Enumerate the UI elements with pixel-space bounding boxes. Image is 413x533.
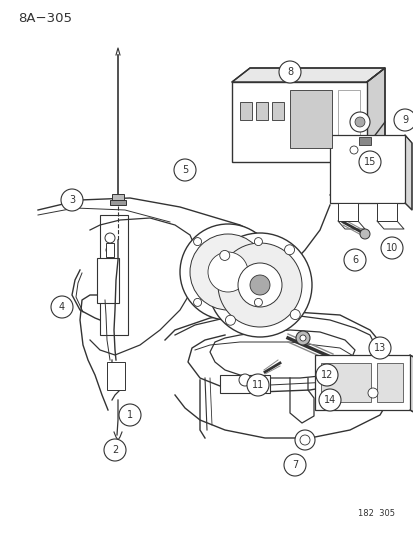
Bar	[110, 200, 126, 205]
Circle shape	[299, 335, 305, 341]
Text: 5: 5	[181, 165, 188, 175]
Text: 13: 13	[373, 343, 385, 353]
Circle shape	[238, 374, 250, 386]
Circle shape	[61, 189, 83, 211]
Bar	[376, 203, 396, 221]
Bar	[231, 82, 366, 162]
Text: 6: 6	[351, 255, 357, 265]
Text: 8: 8	[286, 67, 292, 77]
Circle shape	[254, 238, 262, 246]
Text: 8A−305: 8A−305	[18, 12, 72, 25]
Bar	[358, 137, 370, 145]
Text: 11: 11	[251, 380, 263, 390]
Bar	[320, 363, 370, 402]
Circle shape	[343, 249, 365, 271]
Circle shape	[299, 435, 309, 445]
Circle shape	[225, 315, 235, 325]
Circle shape	[219, 251, 229, 261]
Circle shape	[237, 263, 281, 307]
Circle shape	[105, 233, 115, 243]
Bar	[97, 258, 119, 303]
Bar	[314, 355, 409, 410]
Bar	[271, 102, 283, 120]
Bar	[255, 102, 267, 120]
Polygon shape	[366, 68, 384, 162]
Text: 7: 7	[291, 460, 297, 470]
Text: 1: 1	[127, 410, 133, 420]
Polygon shape	[231, 68, 384, 82]
Bar	[240, 102, 252, 120]
Circle shape	[119, 404, 141, 426]
Circle shape	[193, 298, 201, 306]
Bar	[376, 363, 402, 402]
Bar	[337, 90, 359, 150]
Circle shape	[315, 364, 337, 386]
Circle shape	[295, 331, 309, 345]
Circle shape	[368, 337, 390, 359]
Text: 14: 14	[323, 395, 335, 405]
Circle shape	[106, 246, 114, 254]
Circle shape	[247, 374, 268, 396]
Bar	[100, 215, 128, 335]
Bar	[107, 362, 125, 390]
Circle shape	[294, 430, 314, 450]
Circle shape	[193, 238, 201, 246]
Circle shape	[359, 229, 369, 239]
Circle shape	[207, 252, 247, 292]
Circle shape	[180, 224, 275, 320]
Bar	[337, 203, 357, 221]
Bar	[289, 90, 331, 148]
Text: 12: 12	[320, 370, 332, 380]
Text: 15: 15	[363, 157, 375, 167]
Circle shape	[283, 454, 305, 476]
Text: 2: 2	[112, 445, 118, 455]
Circle shape	[51, 296, 73, 318]
Polygon shape	[404, 135, 411, 210]
Circle shape	[249, 275, 269, 295]
Circle shape	[393, 109, 413, 131]
Circle shape	[349, 112, 369, 132]
Polygon shape	[409, 355, 413, 418]
Text: 9: 9	[401, 115, 407, 125]
Circle shape	[318, 389, 340, 411]
Text: 4: 4	[59, 302, 65, 312]
Circle shape	[358, 151, 380, 173]
Circle shape	[284, 245, 294, 255]
Text: 10: 10	[385, 243, 397, 253]
Circle shape	[104, 439, 126, 461]
Bar	[112, 194, 124, 200]
Circle shape	[190, 234, 266, 310]
Bar	[329, 135, 404, 203]
Text: 3: 3	[69, 195, 75, 205]
Circle shape	[347, 380, 361, 394]
Circle shape	[207, 233, 311, 337]
Bar	[106, 243, 114, 257]
Circle shape	[380, 237, 402, 259]
Circle shape	[218, 243, 301, 327]
Text: 182  305: 182 305	[357, 509, 394, 518]
Circle shape	[278, 61, 300, 83]
Circle shape	[367, 388, 377, 398]
Circle shape	[349, 146, 357, 154]
Bar	[219, 375, 269, 393]
Circle shape	[290, 310, 299, 320]
Circle shape	[254, 298, 262, 306]
Circle shape	[173, 159, 195, 181]
Circle shape	[354, 117, 364, 127]
